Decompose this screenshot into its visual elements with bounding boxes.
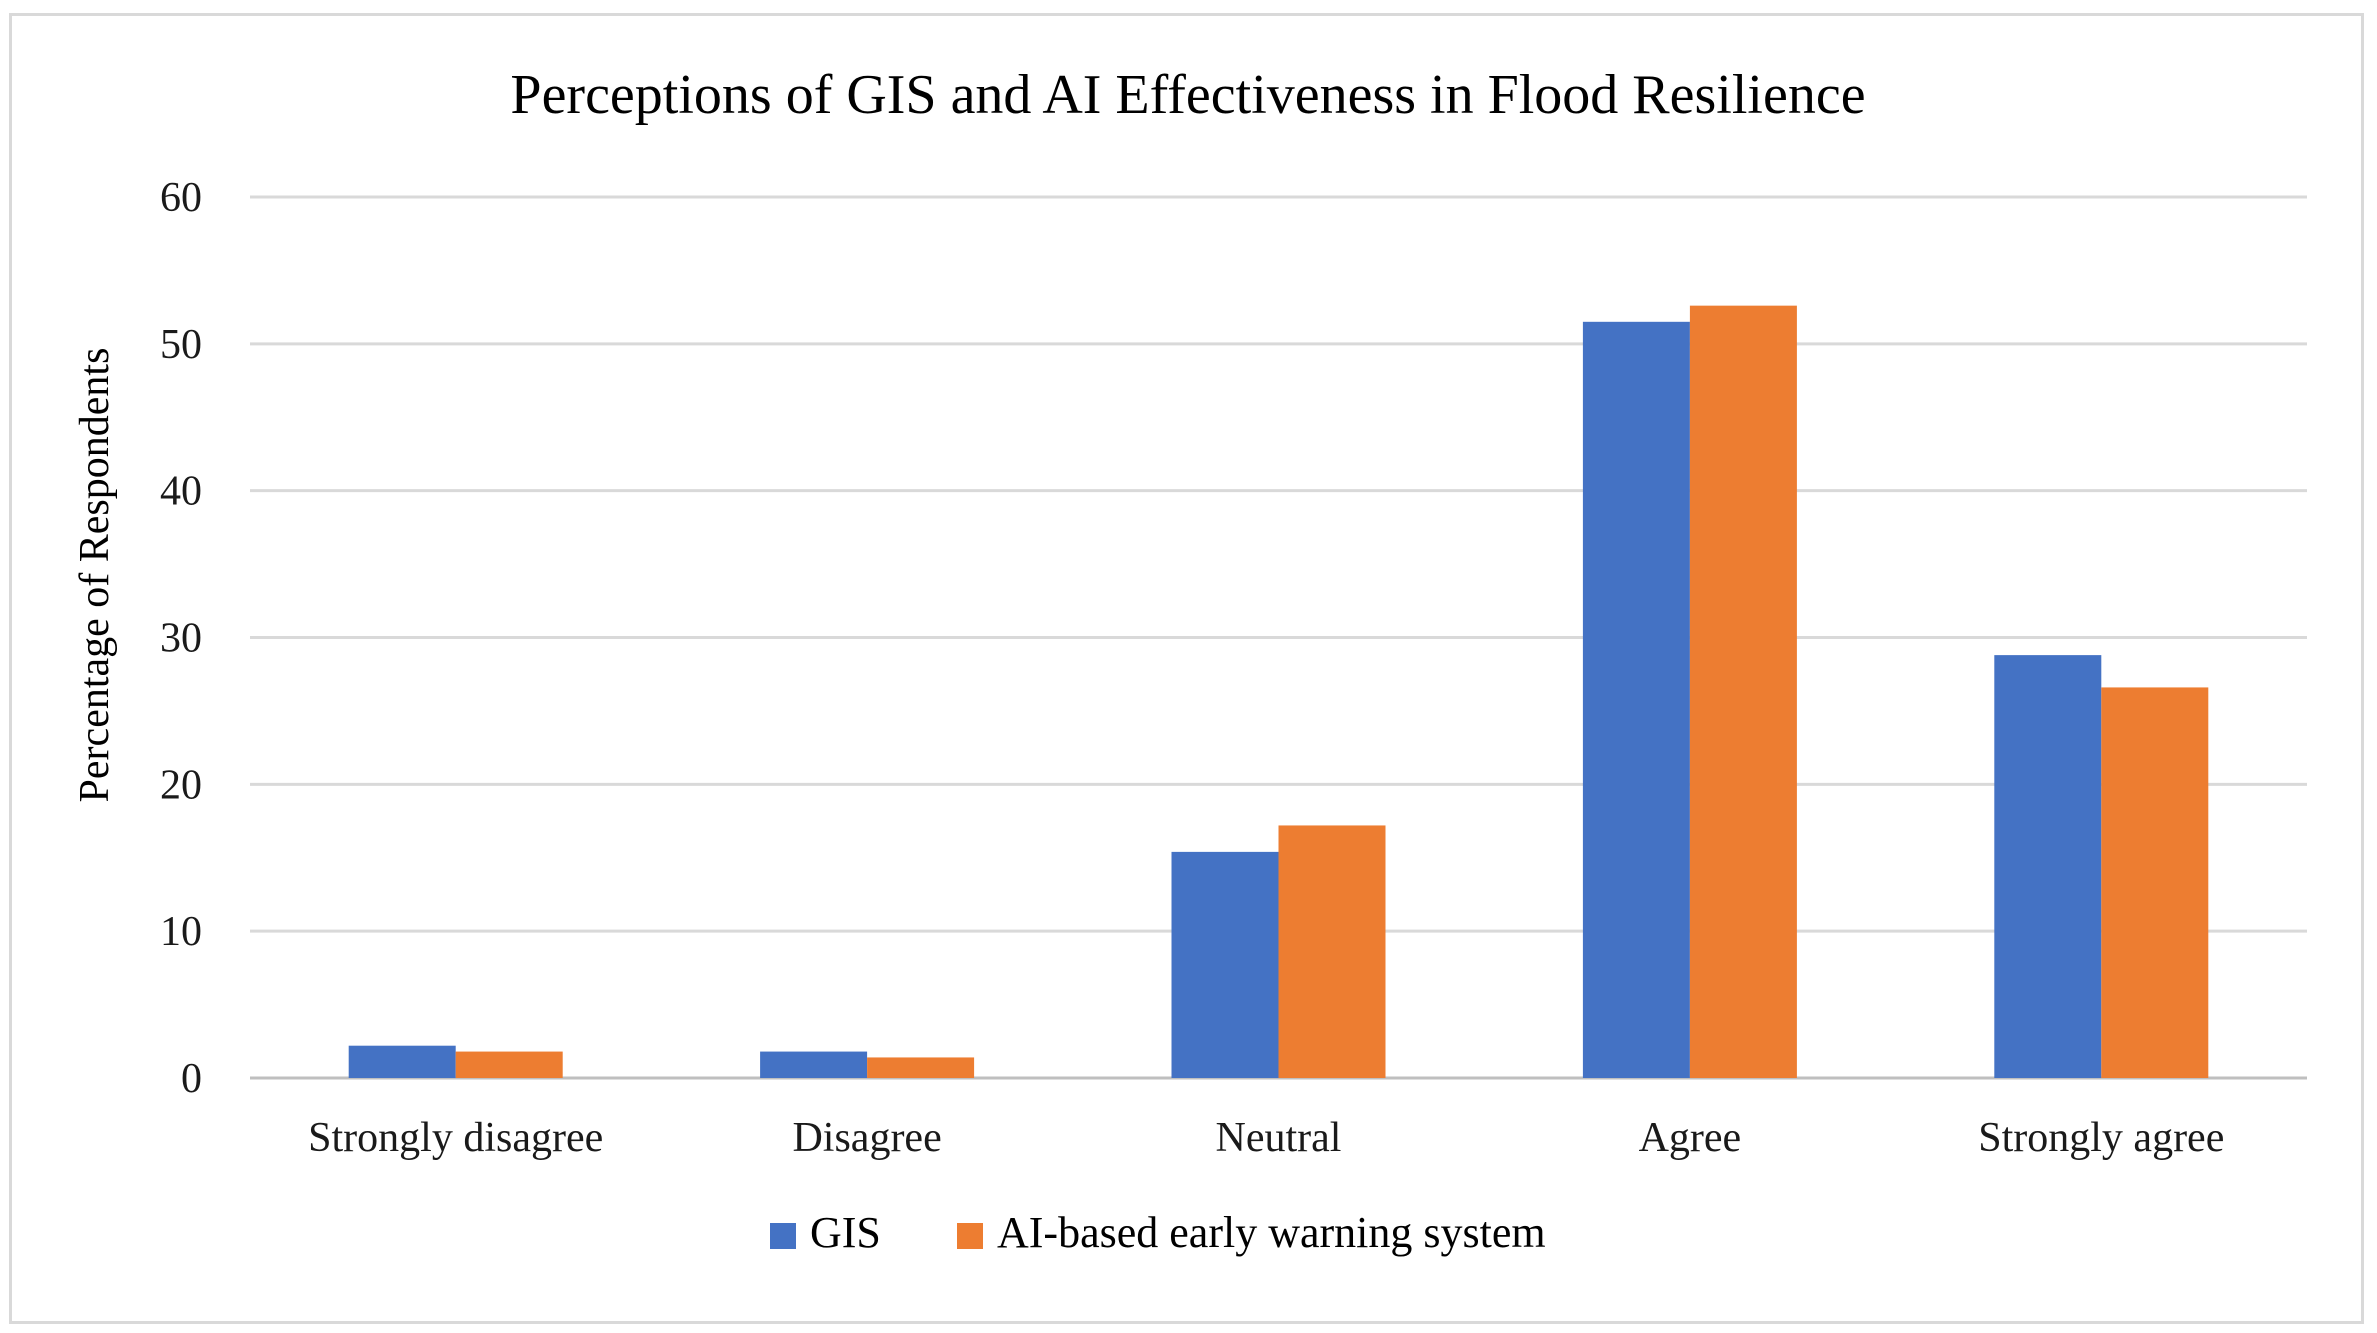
bar-gis-strongly-agree	[1994, 655, 2102, 1078]
x-tick-label: Agree	[1639, 1115, 1742, 1161]
y-tick-label: 50	[160, 322, 202, 368]
bar-gis-strongly-disagree	[348, 1045, 456, 1078]
bar-ai-based-early-warning-system-disagree	[867, 1057, 975, 1078]
bars	[348, 305, 2209, 1078]
legend: GIS AI-based early warning system	[770, 1208, 1546, 1257]
x-axis-ticks: Strongly disagree Disagree Neutral Agree Str…	[308, 1115, 2224, 1161]
y-tick-label: 0	[181, 1056, 202, 1102]
y-tick-label: 10	[160, 909, 202, 955]
y-tick-label: 30	[160, 616, 202, 662]
legend-swatch	[770, 1223, 796, 1249]
bar-gis-disagree	[760, 1051, 868, 1078]
legend-label: AI-based early warning system	[997, 1208, 1546, 1257]
gridlines	[250, 195, 2307, 1080]
chart-title: Perceptions of GIS and AI Effectiveness …	[510, 64, 1865, 126]
legend-label: GIS	[810, 1208, 881, 1257]
y-axis-ticks: 0 10 20 30 40 50 60	[160, 175, 202, 1102]
legend-swatch	[957, 1223, 983, 1249]
y-tick-label: 20	[160, 762, 202, 808]
x-tick-label: Strongly disagree	[308, 1115, 603, 1161]
y-tick-label: 40	[160, 469, 202, 515]
bar-ai-based-early-warning-system-neutral	[1278, 825, 1386, 1078]
chart-frame	[9, 13, 2364, 1324]
bar-ai-based-early-warning-system-strongly-disagree	[455, 1051, 563, 1078]
bar-gis-agree	[1582, 321, 1690, 1078]
y-axis-label: Percentage of Respondents	[72, 348, 118, 803]
bar-ai-based-early-warning-system-agree	[1689, 305, 1797, 1078]
bar-ai-based-early-warning-system-strongly-agree	[2101, 687, 2209, 1078]
x-tick-label: Strongly agree	[1978, 1115, 2224, 1161]
y-tick-label: 60	[160, 175, 202, 221]
bar-gis-neutral	[1171, 851, 1279, 1078]
x-tick-label: Disagree	[792, 1115, 941, 1161]
x-tick-label: Neutral	[1216, 1115, 1342, 1161]
